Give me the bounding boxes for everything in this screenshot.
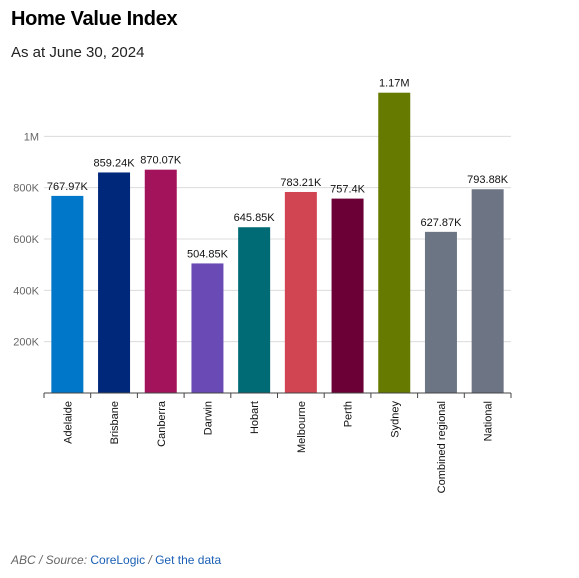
x-tick-label: National — [483, 401, 495, 441]
footer-separator: / — [145, 553, 156, 567]
y-tick-label: 800K — [13, 183, 39, 195]
x-tick-label: Hobart — [249, 401, 261, 434]
bars — [51, 92, 504, 393]
x-tick-label: Brisbane — [109, 401, 121, 444]
bar-adelaide — [51, 195, 84, 393]
bar-combined-regional — [424, 231, 457, 393]
y-tick-label: 400K — [13, 285, 39, 297]
x-axis — [43, 392, 512, 398]
x-tick-label: Canberra — [156, 400, 168, 447]
get-the-data-link[interactable]: Get the data — [155, 553, 222, 567]
x-tick-label: Combined regional — [436, 401, 448, 493]
data-label: 859.24K — [94, 157, 136, 169]
bar-canberra — [144, 169, 177, 393]
y-axis-ticks: 200K 400K 600K 800K 1M — [13, 131, 39, 348]
data-label: 627.87K — [420, 217, 462, 229]
value-labels: 767.97K 859.24K 870.07K 504.85K 645.85K 783.2… — [47, 78, 509, 261]
bar-perth — [331, 198, 364, 393]
source-prefix: ABC / Source: — [11, 553, 91, 567]
bar-national — [471, 189, 504, 393]
y-tick-label: 200K — [13, 337, 39, 349]
data-label: 757.4K — [330, 184, 366, 196]
y-tick-label: 600K — [13, 234, 39, 246]
chart-title: Home Value Index — [11, 8, 178, 30]
bar-sydney — [378, 92, 411, 393]
y-tick-label: 1M — [24, 131, 39, 143]
source-footer: ABC / Source: CoreLogic / Get the data — [11, 553, 221, 567]
x-tick-label: Adelaide — [62, 401, 74, 444]
bar-darwin — [191, 263, 224, 393]
bar-brisbane — [98, 172, 131, 393]
data-label: 504.85K — [187, 248, 229, 260]
data-label: 783.21K — [280, 177, 322, 189]
x-tick-label: Perth — [343, 401, 355, 427]
bar-melbourne — [284, 191, 317, 393]
source-link-corelogic[interactable]: CoreLogic — [90, 553, 146, 567]
x-tick-label: Darwin — [202, 401, 214, 435]
data-label: 1.17M — [379, 78, 410, 90]
bar-hobart — [238, 227, 271, 393]
data-label: 645.85K — [234, 212, 276, 224]
data-label: 793.88K — [467, 174, 509, 186]
data-label: 767.97K — [47, 181, 89, 193]
x-axis-labels: Adelaide Brisbane Canberra Darwin Hobart Melb… — [62, 400, 494, 493]
chart-subtitle: As at June 30, 2024 — [11, 44, 145, 61]
data-label: 870.07K — [140, 155, 182, 167]
x-tick-label: Melbourne — [296, 401, 308, 453]
x-tick-label: Sydney — [389, 401, 401, 438]
